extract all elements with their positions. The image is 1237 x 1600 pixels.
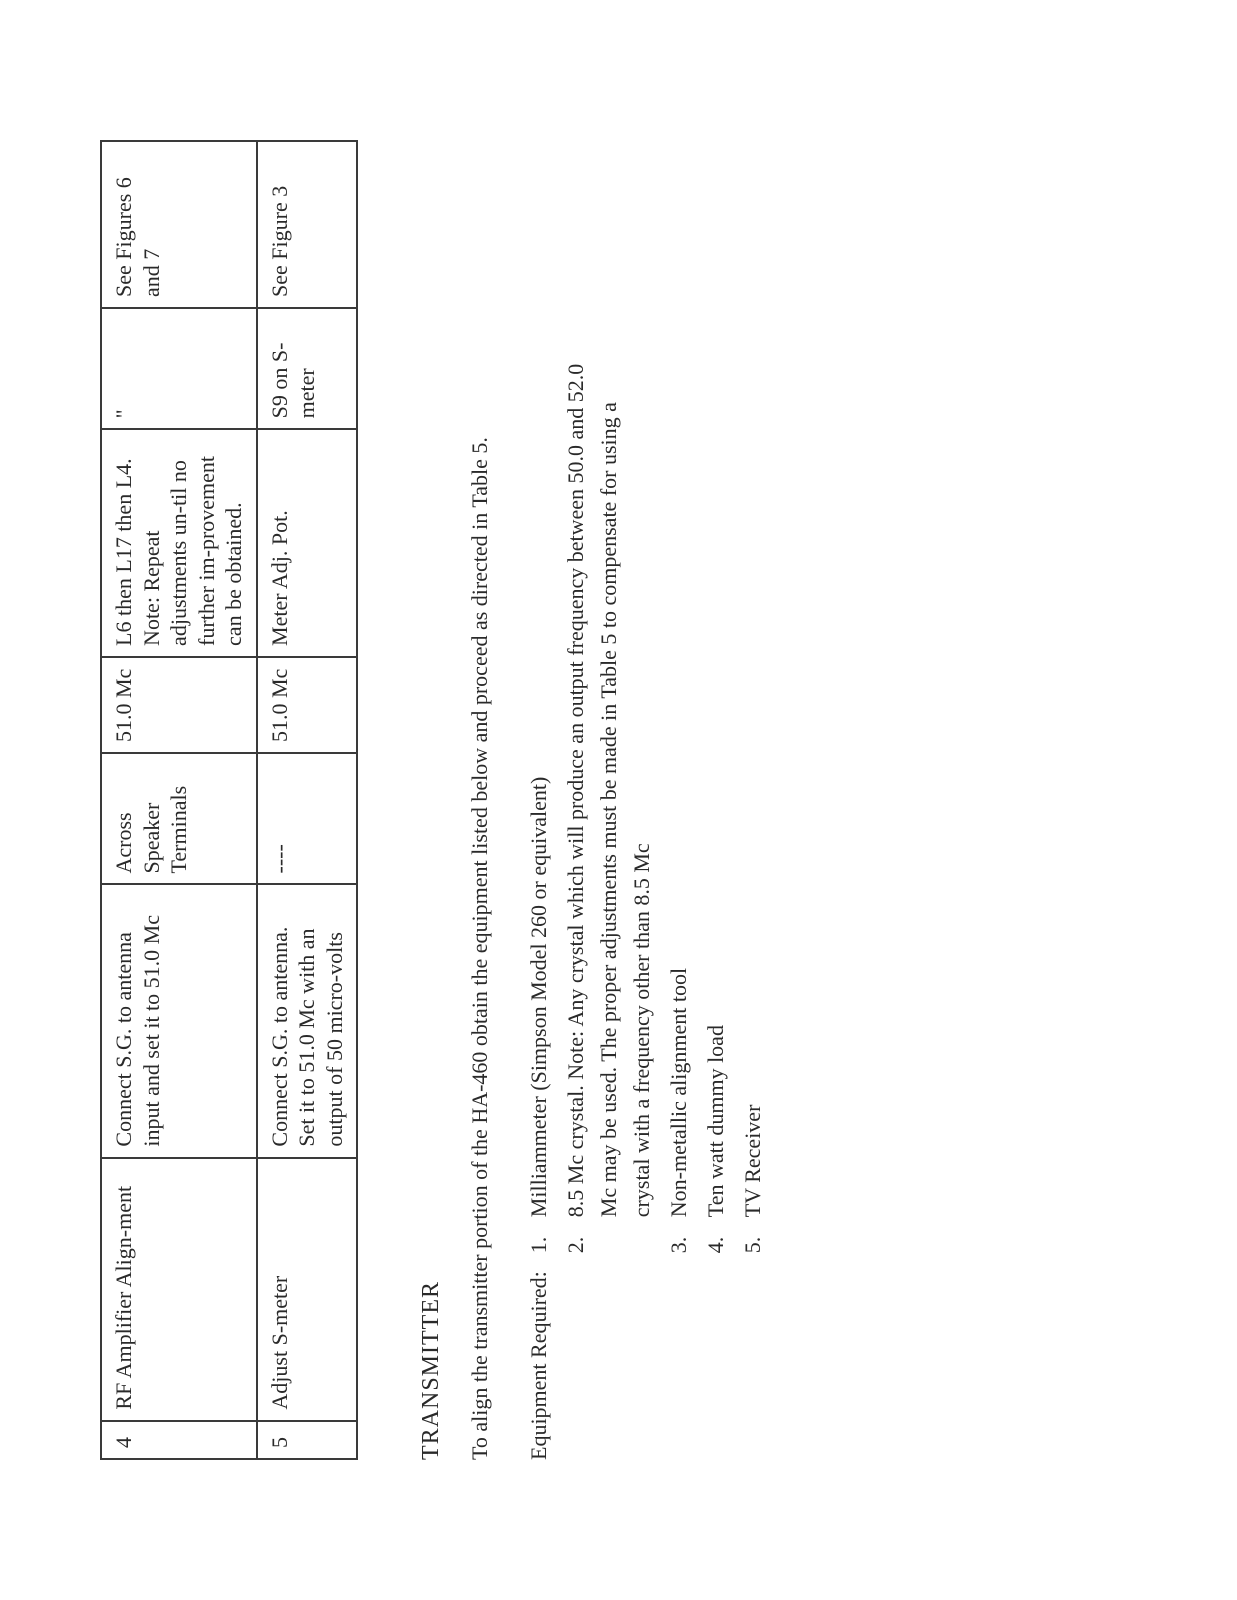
figure-ref-cell: See Figures 6 and 7 xyxy=(101,141,257,308)
item-text: Non-metallic alignment tool xyxy=(662,968,695,1217)
list-item: 1. Milliammeter (Simpson Model 260 or eq… xyxy=(522,357,555,1253)
list-item: 5. TV Receiver xyxy=(736,357,769,1253)
freq-cell: 51.0 Mc xyxy=(101,657,257,753)
output-across-cell: Across Speaker Terminals xyxy=(101,753,257,884)
equipment-required-label: Equipment Required: xyxy=(522,1271,773,1460)
item-number: 4. xyxy=(699,1231,732,1253)
table-row: 5 Adjust S-meter Connect S.G. to antenna… xyxy=(257,141,358,1459)
item-number: 5. xyxy=(736,1231,769,1253)
adjust-cell: L6 then L17 then L4. Note: Repeat adjust… xyxy=(101,429,257,657)
list-item: 4. Ten watt dummy load xyxy=(699,357,732,1253)
figure-ref-cell: See Figure 3 xyxy=(257,141,358,308)
freq-cell: 51.0 Mc xyxy=(257,657,358,753)
equipment-list: 1. Milliammeter (Simpson Model 260 or eq… xyxy=(522,357,773,1253)
sg-connection-cell: Connect S.G. to antenna. Set it to 51.0 … xyxy=(257,885,358,1158)
item-number: 1. xyxy=(522,1231,555,1253)
adjust-cell: Meter Adj. Pot. xyxy=(257,429,358,657)
table-row: 4 RF Amplifier Align-ment Connect S.G. t… xyxy=(101,141,257,1459)
indication-cell: " xyxy=(101,308,257,429)
item-text: TV Receiver xyxy=(736,1105,769,1218)
item-number: 3. xyxy=(662,1231,695,1253)
rotated-page: 4 RF Amplifier Align-ment Connect S.G. t… xyxy=(0,0,1237,1600)
list-item: 3. Non-metallic alignment tool xyxy=(662,357,695,1253)
item-number: 2. xyxy=(559,1231,658,1253)
item-text: 8.5 Mc crystal. Note: Any crystal which … xyxy=(559,357,658,1217)
alignment-table: 4 RF Amplifier Align-ment Connect S.G. t… xyxy=(100,140,358,1460)
indication-cell: S9 on S-meter xyxy=(257,308,358,429)
section-heading-transmitter: TRANSMITTER xyxy=(418,140,445,1460)
operation-cell: RF Amplifier Align-ment xyxy=(101,1158,257,1421)
step-cell: 5 xyxy=(257,1421,358,1459)
operation-cell: Adjust S-meter xyxy=(257,1158,358,1421)
item-text: Milliammeter (Simpson Model 260 or equiv… xyxy=(522,777,555,1218)
transmitter-lead-paragraph: To align the transmitter portion of the … xyxy=(465,140,496,1460)
equipment-required-block: Equipment Required: 1. Milliammeter (Sim… xyxy=(522,140,773,1460)
output-across-cell: ---- xyxy=(257,753,358,884)
list-item: 2. 8.5 Mc crystal. Note: Any crystal whi… xyxy=(559,357,658,1253)
sg-connection-cell: Connect S.G. to antenna input and set it… xyxy=(101,885,257,1158)
step-cell: 4 xyxy=(101,1421,257,1459)
item-text: Ten watt dummy load xyxy=(699,1025,732,1217)
